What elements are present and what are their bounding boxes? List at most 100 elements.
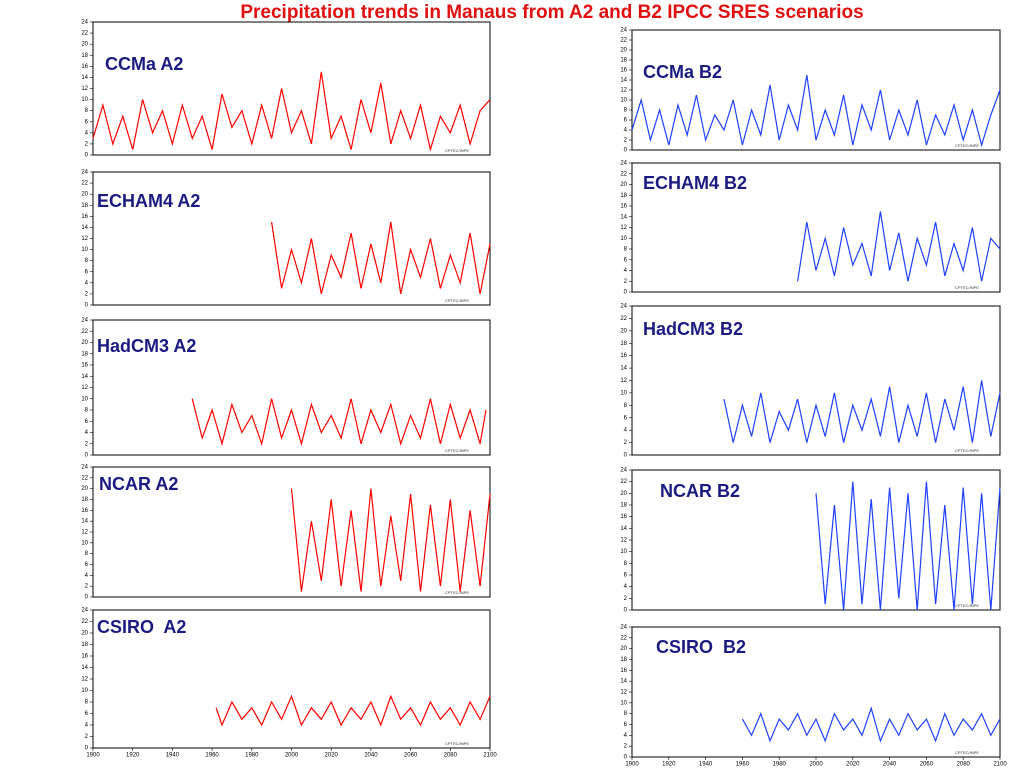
watermark: CPTEC/INPE <box>955 143 979 148</box>
precip-line <box>92 71 491 152</box>
watermark: CPTEC/INPE <box>955 750 979 755</box>
y-tick-label: 16 <box>81 508 88 514</box>
y-tick-label: 2 <box>85 291 89 297</box>
y-tick-label: 12 <box>620 538 627 544</box>
y-tick-label: 12 <box>81 677 88 683</box>
y-tick-label: 18 <box>620 341 627 347</box>
x-tick-label: 1900 <box>86 753 100 759</box>
y-tick-label: 18 <box>620 58 627 64</box>
x-tick-label: 1920 <box>126 753 140 759</box>
y-tick-label: 14 <box>81 225 88 231</box>
chart-label: NCAR B2 <box>660 481 740 501</box>
y-tick-label: 22 <box>81 31 88 37</box>
y-tick-label: 14 <box>620 214 627 220</box>
y-tick-label: 8 <box>624 108 628 114</box>
x-tick-label: 2100 <box>483 753 497 759</box>
x-tick-label: 1940 <box>699 762 713 768</box>
y-tick-label: 18 <box>81 203 88 209</box>
y-tick-label: 0 <box>624 608 628 614</box>
y-tick-label: 8 <box>624 711 628 717</box>
y-tick-label: 24 <box>81 465 88 471</box>
y-tick-label: 0 <box>85 746 89 752</box>
y-tick-label: 24 <box>620 625 627 631</box>
plot-frame <box>92 319 491 456</box>
y-tick-label: 4 <box>85 430 89 436</box>
chart-label: NCAR A2 <box>99 474 178 494</box>
watermark: CPTEC/INPE <box>445 148 469 153</box>
plot-frame <box>92 171 491 306</box>
watermark: CPTEC/INPE <box>955 448 979 453</box>
y-tick-label: 14 <box>620 679 627 685</box>
y-tick-label: 20 <box>81 192 88 198</box>
y-tick-label: 24 <box>620 161 627 167</box>
y-tick-label: 8 <box>624 247 628 253</box>
y-tick-label: 4 <box>624 428 628 434</box>
y-tick-label: 4 <box>85 130 89 136</box>
y-tick-label: 8 <box>85 551 89 557</box>
x-tick-label: 1980 <box>245 753 259 759</box>
precip-line <box>215 694 491 727</box>
y-tick-label: 18 <box>81 497 88 503</box>
y-tick-label: 24 <box>81 318 88 324</box>
y-tick-label: 22 <box>620 171 627 177</box>
y-tick-label: 4 <box>85 280 89 286</box>
y-tick-label: 0 <box>85 153 89 159</box>
x-tick-label: 1920 <box>662 762 676 768</box>
y-tick-label: 8 <box>85 108 89 114</box>
y-tick-label: 0 <box>624 755 628 761</box>
y-tick-label: 22 <box>81 619 88 625</box>
y-tick-label: 16 <box>620 68 627 74</box>
y-tick-label: 18 <box>81 351 88 357</box>
y-tick-label: 10 <box>620 390 627 396</box>
plot-frame <box>631 29 1001 151</box>
x-tick-label: 1960 <box>736 762 750 768</box>
x-tick-label: 2080 <box>957 762 971 768</box>
y-tick-label: 16 <box>620 204 627 210</box>
y-tick-label: 6 <box>624 118 628 124</box>
y-tick-label: 24 <box>81 20 88 26</box>
x-tick-label: 1940 <box>166 753 180 759</box>
y-tick-label: 6 <box>624 257 628 263</box>
watermark: CPTEC/INPE <box>445 448 469 453</box>
y-tick-label: 10 <box>81 688 88 694</box>
y-tick-label: 20 <box>81 42 88 48</box>
precip-line <box>191 398 487 447</box>
y-tick-label: 4 <box>624 733 628 739</box>
y-tick-label: 2 <box>85 441 89 447</box>
y-tick-label: 2 <box>624 596 628 602</box>
y-tick-label: 14 <box>620 366 627 372</box>
y-tick-label: 22 <box>620 635 627 641</box>
y-tick-label: 6 <box>624 415 628 421</box>
y-tick-label: 6 <box>85 562 89 568</box>
y-tick-label: 10 <box>81 540 88 546</box>
y-tick-label: 10 <box>620 700 627 706</box>
precip-line <box>271 221 491 295</box>
x-tick-label: 2040 <box>364 753 378 759</box>
precip-line <box>290 488 491 592</box>
y-tick-label: 6 <box>85 119 89 125</box>
y-tick-label: 16 <box>620 353 627 359</box>
chart-label: ECHAM4 A2 <box>97 191 200 211</box>
x-tick-label: 2100 <box>993 762 1007 768</box>
y-tick-label: 16 <box>81 363 88 369</box>
y-tick-label: 14 <box>81 519 88 525</box>
y-tick-label: 24 <box>620 304 627 310</box>
y-tick-label: 10 <box>620 236 627 242</box>
y-tick-label: 2 <box>624 138 628 144</box>
y-tick-label: 14 <box>81 374 88 380</box>
y-tick-label: 2 <box>624 744 628 750</box>
y-tick-label: 16 <box>620 668 627 674</box>
y-tick-label: 16 <box>81 654 88 660</box>
y-tick-label: 6 <box>85 711 89 717</box>
y-tick-label: 16 <box>620 514 627 520</box>
y-tick-label: 20 <box>620 491 627 497</box>
x-tick-label: 1960 <box>205 753 219 759</box>
y-tick-label: 2 <box>85 584 89 590</box>
y-tick-label: 2 <box>624 279 628 285</box>
precip-line <box>723 380 1001 443</box>
plot-frame <box>92 466 491 598</box>
y-tick-label: 12 <box>620 225 627 231</box>
y-tick-label: 18 <box>81 642 88 648</box>
x-tick-label: 1900 <box>625 762 639 768</box>
y-tick-label: 14 <box>81 665 88 671</box>
